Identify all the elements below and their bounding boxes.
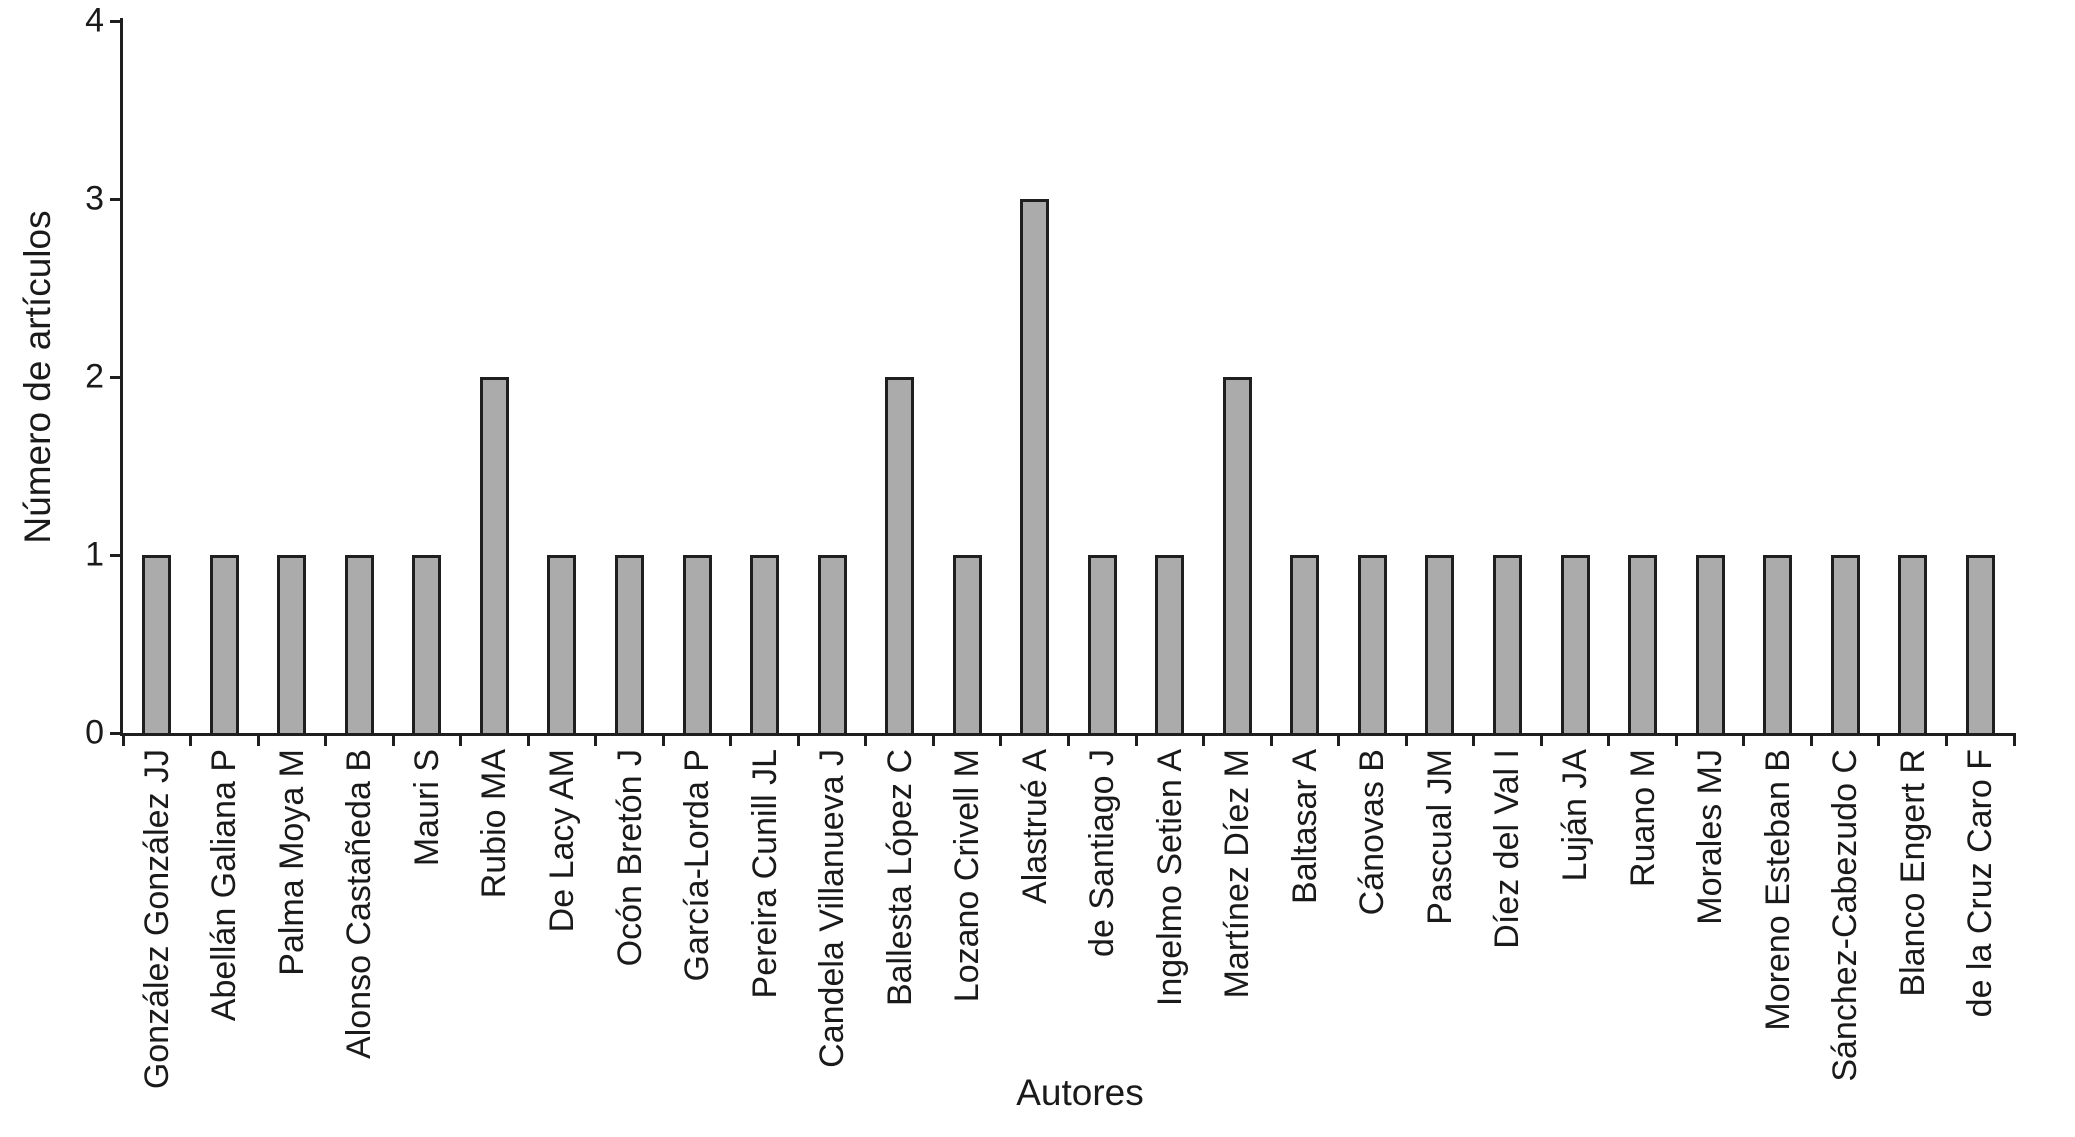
x-category-label: García-Lorda P bbox=[678, 749, 717, 982]
x-axis-tick bbox=[1067, 733, 1070, 746]
bar-14 bbox=[1020, 199, 1050, 733]
x-category-label: de Santiago J bbox=[1083, 749, 1122, 957]
bar-17 bbox=[1222, 377, 1252, 733]
bar-5 bbox=[412, 555, 442, 733]
bar-11 bbox=[817, 555, 847, 733]
x-category-label: De Lacy AM bbox=[542, 749, 581, 933]
bar-25 bbox=[1763, 555, 1793, 733]
x-category-label: Alonso Castañeda B bbox=[340, 749, 379, 1059]
bar-10 bbox=[750, 555, 780, 733]
x-category-label: Palma Moya M bbox=[272, 749, 311, 976]
y-axis-tick bbox=[110, 197, 122, 201]
x-category-label: Blanco Engert R bbox=[1893, 749, 1932, 997]
x-axis-title: Autores bbox=[1016, 1072, 1144, 1113]
x-axis-tick bbox=[796, 733, 800, 746]
x-category-label: Moreno Esteban B bbox=[1758, 749, 1797, 1031]
x-axis-tick bbox=[189, 733, 193, 746]
y-axis-tick-label: 3 bbox=[85, 179, 104, 218]
x-category-label: González González JJ bbox=[137, 749, 176, 1090]
bar-15 bbox=[1087, 555, 1117, 733]
x-category-label: de la Cruz Caro F bbox=[1961, 749, 2000, 1018]
bar-7 bbox=[547, 555, 577, 733]
x-axis-tick bbox=[1944, 733, 1948, 746]
y-axis-tick-label: 0 bbox=[85, 713, 104, 752]
x-category-label: Díez del Val I bbox=[1488, 749, 1527, 949]
bar-3 bbox=[277, 555, 307, 733]
x-axis-tick bbox=[2012, 733, 2016, 746]
x-category-label: Ruano M bbox=[1623, 749, 1662, 887]
y-axis-tick-label: 2 bbox=[85, 357, 104, 396]
x-axis-tick bbox=[121, 733, 125, 746]
y-axis-tick-label: 1 bbox=[85, 535, 104, 574]
bar-2 bbox=[209, 555, 239, 733]
bar-8 bbox=[615, 555, 645, 733]
bar-24 bbox=[1695, 555, 1725, 733]
x-axis-tick bbox=[594, 733, 598, 746]
x-category-label: Alastrué A bbox=[1015, 749, 1054, 904]
y-axis-tick bbox=[110, 731, 122, 735]
x-axis-tick bbox=[931, 733, 935, 746]
x-category-label: Abellán Galiana P bbox=[205, 749, 244, 1022]
x-axis-tick bbox=[1202, 733, 1206, 746]
bar-27 bbox=[1898, 555, 1928, 733]
plot-area bbox=[120, 18, 2014, 736]
x-category-label: Martínez Díez M bbox=[1218, 749, 1257, 999]
x-category-label: Pascual JM bbox=[1420, 749, 1459, 925]
bar-26 bbox=[1830, 555, 1860, 733]
x-axis-tick bbox=[1269, 733, 1273, 746]
x-category-label: Lozano Crivell M bbox=[948, 749, 987, 1003]
bar-21 bbox=[1492, 555, 1522, 733]
bar-23 bbox=[1628, 555, 1658, 733]
bar-4 bbox=[344, 555, 374, 733]
x-category-label: Baltasar A bbox=[1285, 749, 1324, 904]
x-category-label: Ingelmo Setien A bbox=[1150, 749, 1189, 1007]
x-axis-tick bbox=[661, 733, 665, 746]
x-axis-tick bbox=[1742, 733, 1746, 746]
x-axis-tick bbox=[459, 733, 463, 746]
y-axis-title: Número de artículos bbox=[17, 210, 58, 544]
x-axis-tick bbox=[1404, 733, 1408, 746]
bar-28 bbox=[1965, 555, 1995, 733]
bar-13 bbox=[952, 555, 982, 733]
y-axis-tick bbox=[110, 375, 122, 379]
bar-1 bbox=[142, 555, 172, 733]
x-axis-tick bbox=[1809, 733, 1813, 746]
x-axis-tick bbox=[1337, 733, 1341, 746]
x-axis-tick bbox=[1877, 733, 1881, 746]
x-category-label: Mauri S bbox=[407, 749, 446, 867]
bar-18 bbox=[1290, 555, 1320, 733]
x-axis-tick bbox=[1674, 733, 1678, 746]
x-axis-tick bbox=[729, 733, 733, 746]
x-axis-tick bbox=[324, 733, 328, 746]
bar-19 bbox=[1357, 555, 1387, 733]
x-category-label: Ballesta López C bbox=[880, 749, 919, 1007]
x-category-label: Rubio MA bbox=[475, 749, 514, 899]
y-axis-tick bbox=[110, 19, 122, 23]
y-axis-tick-label: 4 bbox=[85, 1, 104, 40]
x-axis-tick bbox=[1607, 733, 1611, 746]
bar-12 bbox=[885, 377, 915, 733]
x-category-label: Pereira Cunill JL bbox=[745, 749, 784, 999]
x-category-label: Candela Villanueva J bbox=[813, 749, 852, 1068]
y-axis-tick bbox=[110, 553, 122, 557]
x-axis-tick bbox=[256, 733, 260, 746]
bar-6 bbox=[479, 377, 509, 733]
x-category-label: Morales MJ bbox=[1691, 749, 1730, 925]
x-axis-tick bbox=[1539, 733, 1543, 746]
bar-20 bbox=[1425, 555, 1455, 733]
bar-9 bbox=[682, 555, 712, 733]
x-axis-tick bbox=[1134, 733, 1138, 746]
x-category-label: Luján JA bbox=[1556, 749, 1595, 882]
x-axis-tick bbox=[1472, 733, 1476, 746]
x-axis-tick bbox=[999, 733, 1003, 746]
x-category-label: Cánovas B bbox=[1353, 749, 1392, 916]
x-axis-tick bbox=[391, 733, 395, 746]
x-category-label: Ocón Bretón J bbox=[610, 749, 649, 967]
bar-22 bbox=[1560, 555, 1590, 733]
bar-16 bbox=[1155, 555, 1185, 733]
x-axis-tick bbox=[526, 733, 530, 746]
x-category-label: Sánchez-Cabezudo C bbox=[1826, 749, 1865, 1082]
x-axis-tick bbox=[864, 733, 868, 746]
